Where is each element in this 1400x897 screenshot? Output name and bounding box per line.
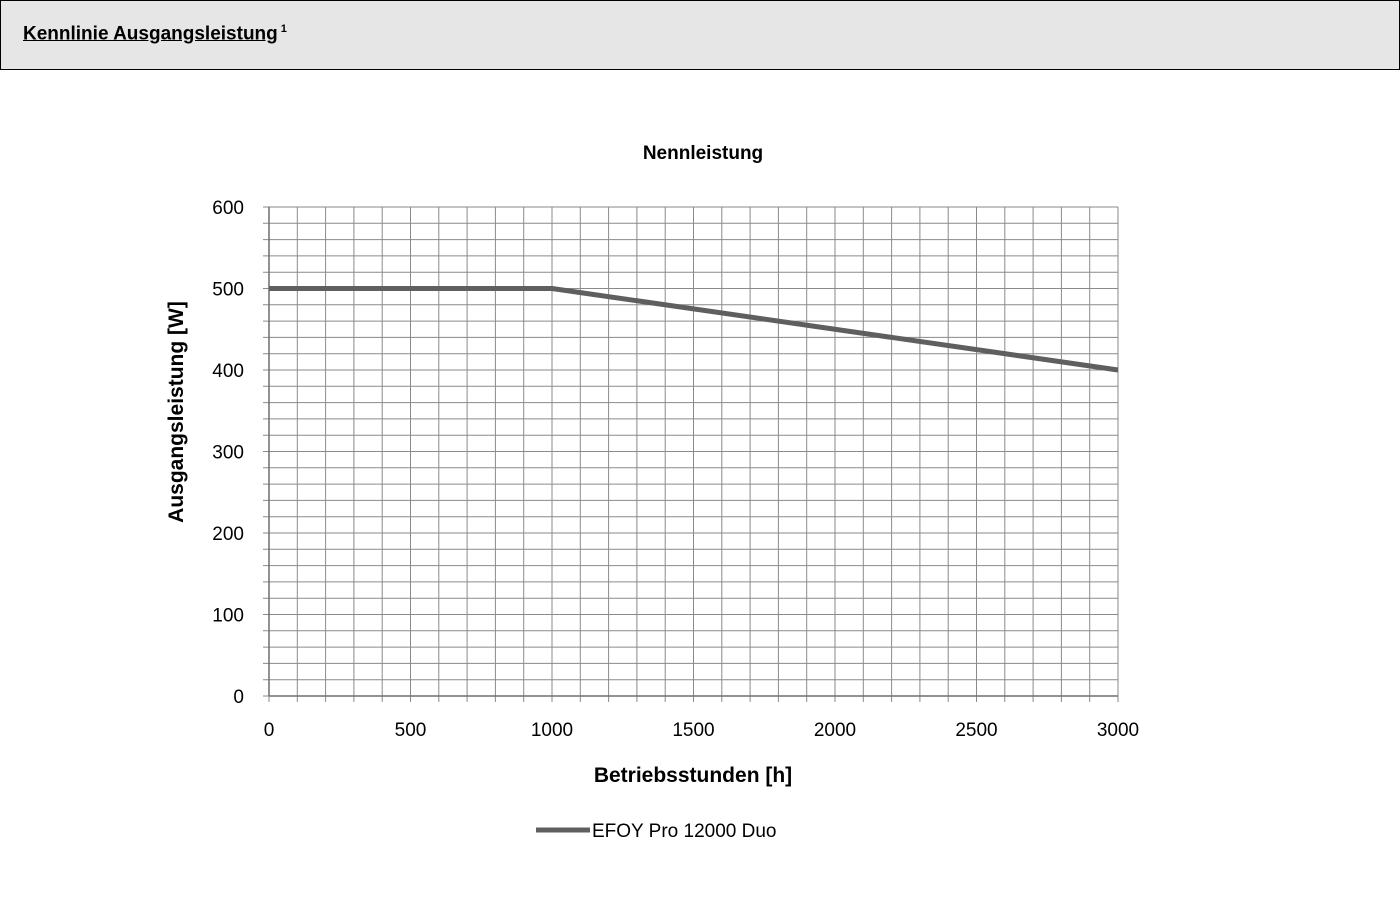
y-tick-label: 600 <box>212 198 244 219</box>
chart-title: Nennleistung <box>643 143 763 164</box>
series-line <box>269 286 1119 373</box>
x-tick-label: 1500 <box>672 720 714 741</box>
y-tick-label: 300 <box>212 443 244 464</box>
y-tick-label: 200 <box>212 524 244 545</box>
x-axis-title: Betriebsstunden [h] <box>594 764 792 787</box>
x-tick-labels: 0 500 1000 1500 2000 2500 3000 <box>264 720 1139 741</box>
section-header: Kennlinie Ausgangsleistung 1 <box>0 0 1400 70</box>
chart-grid <box>263 206 1119 702</box>
chart-series <box>269 286 1119 373</box>
x-tick-label: 500 <box>395 720 427 741</box>
power-curve-chart: 0 500 1000 1500 2000 2500 3000 0 100 200 300 400 50… <box>165 143 1139 842</box>
footnote-marker: 1 <box>280 23 287 35</box>
section-title: Kennlinie Ausgangsleistung 1 <box>23 23 287 45</box>
y-tick-label: 500 <box>212 280 244 301</box>
x-tick-label: 3000 <box>1097 720 1139 741</box>
chart-legend: EFOY Pro 12000 Duo <box>536 821 776 842</box>
x-tick-label: 2500 <box>955 720 997 741</box>
x-tick-label: 0 <box>264 720 275 741</box>
y-tick-label: 100 <box>212 606 244 627</box>
y-tick-labels: 0 100 200 300 400 500 600 <box>212 198 244 708</box>
y-axis-title: Ausgangsleistung [W] <box>165 301 188 523</box>
legend-label: EFOY Pro 12000 Duo <box>592 821 776 842</box>
x-tick-label: 2000 <box>814 720 856 741</box>
y-tick-label: 400 <box>212 361 244 382</box>
x-tick-label: 1000 <box>531 720 573 741</box>
y-tick-label: 0 <box>233 687 244 708</box>
